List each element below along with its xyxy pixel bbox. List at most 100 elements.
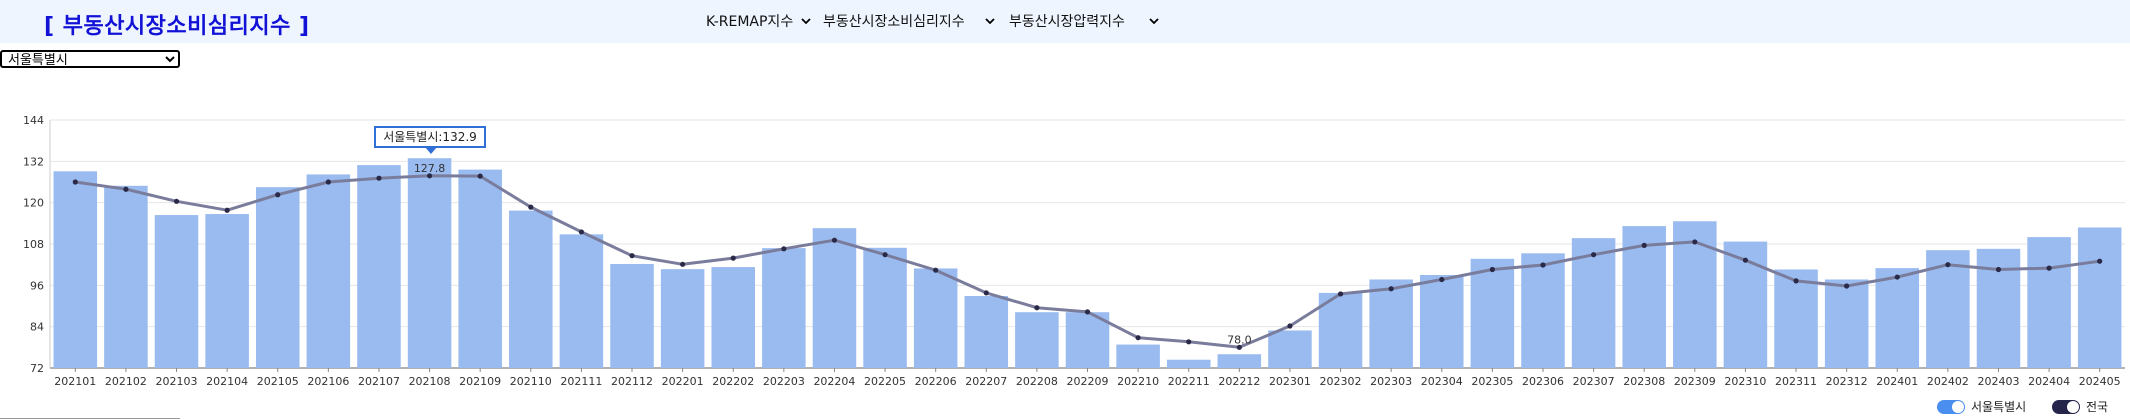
x-tick-label: 202207 <box>965 375 1007 388</box>
x-tick-label: 202307 <box>1573 375 1615 388</box>
line-point <box>2046 265 2052 271</box>
bar <box>863 247 907 368</box>
bar <box>913 268 958 368</box>
x-tick-label: 202112 <box>611 375 653 388</box>
x-tick-label: 202402 <box>1927 375 1969 388</box>
line-point <box>1692 239 1698 245</box>
bar <box>1571 238 1616 368</box>
x-tick-label: 202202 <box>712 375 754 388</box>
x-tick-label: 202110 <box>510 375 552 388</box>
y-tick-label: 132 <box>23 155 44 168</box>
x-tick-label: 202305 <box>1471 375 1513 388</box>
x-tick-label: 202104 <box>206 375 248 388</box>
bar <box>509 210 553 368</box>
y-tick-label: 72 <box>30 362 44 375</box>
chevron-down-icon <box>1149 16 1159 26</box>
line-point <box>933 267 939 273</box>
bar <box>1116 344 1160 368</box>
y-tick-label: 144 <box>23 114 44 127</box>
bar <box>205 214 249 368</box>
bar <box>357 165 401 368</box>
bar <box>154 215 199 368</box>
line-point <box>1995 266 2002 273</box>
nav-menu-kremap[interactable]: K-REMAP지수 <box>706 11 811 31</box>
data-label: 78.0 <box>1227 333 1252 346</box>
nav-label-consumer-sentiment: 부동산시장소비심리지수 <box>823 14 965 30</box>
line-point <box>578 229 585 235</box>
x-tick-label: 202108 <box>409 375 451 388</box>
x-tick-label: 202401 <box>1876 375 1918 388</box>
bar <box>762 248 806 368</box>
legend-toggle-icon[interactable] <box>1937 399 1965 414</box>
x-tick-label: 202210 <box>1117 375 1159 388</box>
bar <box>1217 354 1262 368</box>
bar <box>53 171 98 368</box>
line-point <box>224 207 230 213</box>
x-tick-label: 202105 <box>257 375 299 388</box>
bar <box>1824 279 1869 368</box>
x-tick-label: 202206 <box>915 375 957 388</box>
data-label: 127.8 <box>414 162 446 175</box>
chevron-down-icon <box>801 16 811 26</box>
nav-menu-consumer-sentiment[interactable]: 부동산시장소비심리지수 <box>823 11 995 31</box>
x-tick-label: 202101 <box>54 375 96 388</box>
line-point <box>1742 257 1749 263</box>
region-select[interactable]: 서울특별시 <box>0 50 180 68</box>
x-tick-label: 202103 <box>156 375 198 388</box>
line-point <box>1337 291 1344 297</box>
line-point <box>1540 262 1546 268</box>
bar <box>1166 359 1211 368</box>
line-point <box>275 192 281 198</box>
x-tick-label: 202107 <box>358 375 400 388</box>
legend-item-seoul[interactable]: 서울특별시 <box>1937 398 2026 415</box>
bar <box>407 158 452 368</box>
line-point <box>72 179 78 185</box>
line-point <box>325 179 331 185</box>
nav-label-kremap: K-REMAP지수 <box>706 14 794 30</box>
legend-label-national: 전국 <box>2086 400 2109 414</box>
x-tick-label: 202205 <box>864 375 906 388</box>
y-tick-label: 84 <box>30 321 44 334</box>
footer-divider <box>0 418 180 419</box>
line-point <box>1945 262 1951 268</box>
x-tick-label: 202212 <box>1218 375 1260 388</box>
bar <box>610 263 654 368</box>
chart-tooltip: 서울특별시:132.9 <box>374 126 486 148</box>
line-point <box>426 173 433 179</box>
nav-menu-market-pressure[interactable]: 부동산시장압력지수 <box>1009 11 1159 31</box>
line-point <box>1793 278 1799 284</box>
line-point <box>730 255 736 261</box>
x-tick-label: 202209 <box>1067 375 1109 388</box>
line-point <box>1844 283 1850 289</box>
legend-label-seoul: 서울특별시 <box>1971 400 2027 414</box>
bar <box>458 169 502 368</box>
x-tick-label: 202208 <box>1016 375 1058 388</box>
line-point <box>1236 344 1242 350</box>
bar <box>104 185 148 368</box>
line-point <box>629 253 635 259</box>
bar <box>1622 226 1666 368</box>
bar <box>1268 330 1312 368</box>
x-tick-label: 202306 <box>1522 375 1564 388</box>
x-tick-label: 202312 <box>1826 375 1868 388</box>
line-point <box>173 198 180 204</box>
line-point <box>1641 242 1647 248</box>
bar <box>255 187 300 368</box>
legend-item-national[interactable]: 전국 <box>2052 398 2108 415</box>
bar <box>1774 269 1818 368</box>
bar <box>660 269 705 368</box>
line-point <box>882 252 888 258</box>
x-tick-label: 202405 <box>2079 375 2121 388</box>
bar <box>1318 292 1363 368</box>
line-point <box>376 175 382 181</box>
bar <box>1875 268 1920 368</box>
line-point <box>1894 274 1900 280</box>
line-point <box>2097 258 2103 264</box>
page-title: [ 부동산시장소비심리지수 ] <box>44 14 310 39</box>
x-tick-label: 202302 <box>1320 375 1362 388</box>
chart-tooltip-pointer <box>425 147 437 154</box>
line-point <box>680 261 686 267</box>
legend-toggle-icon[interactable] <box>2052 399 2080 414</box>
x-tick-label: 202211 <box>1168 375 1210 388</box>
header-bar: [ 부동산시장소비심리지수 ] K-REMAP지수 부동산시장소비심리지수 부동… <box>0 0 2130 43</box>
